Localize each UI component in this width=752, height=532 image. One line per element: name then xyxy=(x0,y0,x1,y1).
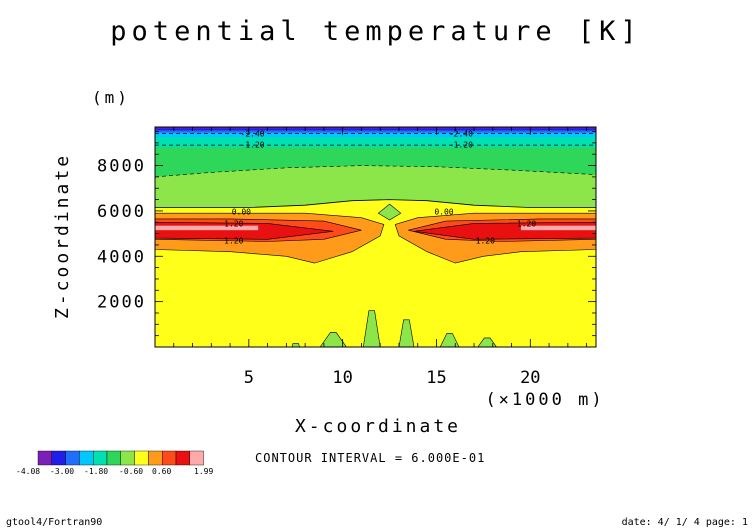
field-group: -2.40 -2.40 -1.20 -1.20 0.00 0.00 1.20 1.20 1.20… xyxy=(155,127,596,347)
y-axis-label: Z-coordinate xyxy=(52,153,73,319)
field-spike-2 xyxy=(362,310,381,347)
colorbar-label-5: 1.99 xyxy=(194,467,213,476)
x-tick-label-1: 10 xyxy=(332,368,352,388)
y-unit-label: (m) xyxy=(92,88,130,107)
x-tick-label-0: 5 xyxy=(244,368,254,388)
contour-label-9: 1.20 xyxy=(476,236,495,245)
field-spike-5 xyxy=(477,337,497,347)
contour-label-1: -2.40 xyxy=(449,129,473,138)
colorbar-swatch-10 xyxy=(175,450,191,466)
footer-left: gtool4/Fortran90 xyxy=(6,517,102,528)
colorbar-swatch-2 xyxy=(65,450,80,466)
footer-right: date: 4/ 1/ 4 page: 1 xyxy=(622,517,748,528)
x-tick-label-2: 15 xyxy=(426,368,446,388)
contour-label-4: 0.00 xyxy=(232,207,251,216)
colorbar-label-0: -4.08 xyxy=(16,467,40,476)
field-pink-left xyxy=(155,225,259,231)
y-tick-label-0: 2000 xyxy=(97,293,146,313)
y-tick-label-3: 8000 xyxy=(97,157,146,177)
contour-label-5: 0.00 xyxy=(434,207,453,216)
field-diamond xyxy=(377,203,402,221)
colorbar-swatch-7 xyxy=(134,450,149,466)
plot-area: -2.40 -2.40 -1.20 -1.20 0.00 0.00 1.20 1.20 1.20… xyxy=(97,126,597,388)
colorbar-label-1: -3.00 xyxy=(50,467,74,476)
chart-title: potential temperature [K] xyxy=(110,16,641,47)
field-spike-1 xyxy=(319,331,347,347)
contour-label-8: 1.20 xyxy=(224,236,243,245)
contour-label-7: 1.20 xyxy=(517,220,536,229)
colorbar-swatch-0 xyxy=(37,450,53,466)
contour-label-2: -1.20 xyxy=(241,141,265,150)
colorbar-swatch-3 xyxy=(79,450,94,466)
colorbar-swatch-6 xyxy=(120,450,135,466)
contour-label-3: -1.20 xyxy=(449,141,473,150)
field-band-4 xyxy=(155,127,596,129)
x-tick-label-3: 20 xyxy=(520,368,540,388)
contour-label-6: 1.20 xyxy=(224,220,243,229)
colorbar-swatch-11 xyxy=(189,450,204,466)
colorbar-label-2: -1.80 xyxy=(84,467,108,476)
field-spike-3 xyxy=(398,319,415,347)
plot-frame xyxy=(154,126,597,348)
colorbar-label-3: -0.60 xyxy=(119,467,143,476)
contour-interval-text: CONTOUR INTERVAL = 6.000E-01 xyxy=(255,451,485,465)
colorbar-swatch-8 xyxy=(148,450,163,466)
field-spike-0 xyxy=(291,343,300,347)
colorbar-swatch-1 xyxy=(51,450,66,466)
contour-zero xyxy=(155,199,596,208)
y-tick-label-1: 4000 xyxy=(97,247,146,267)
field-spike-4 xyxy=(439,333,460,347)
colorbar: -4.08 -3.00 -1.80 -0.60 0.60 1.99 xyxy=(16,450,213,476)
colorbar-label-4: 0.60 xyxy=(152,467,171,476)
x-axis-label: X-coordinate xyxy=(295,416,461,437)
colorbar-swatch-9 xyxy=(161,450,177,466)
colorbar-swatch-5 xyxy=(106,450,122,466)
colorbar-swatch-4 xyxy=(92,450,108,466)
contour-neg-0-60 xyxy=(155,165,596,178)
x-unit-label: (×1000 m) xyxy=(485,390,604,410)
field-band-3 xyxy=(155,127,596,131)
y-tick-label-2: 6000 xyxy=(97,202,146,222)
field-pink-right xyxy=(520,225,596,231)
contour-label-0: -2.40 xyxy=(241,129,265,138)
